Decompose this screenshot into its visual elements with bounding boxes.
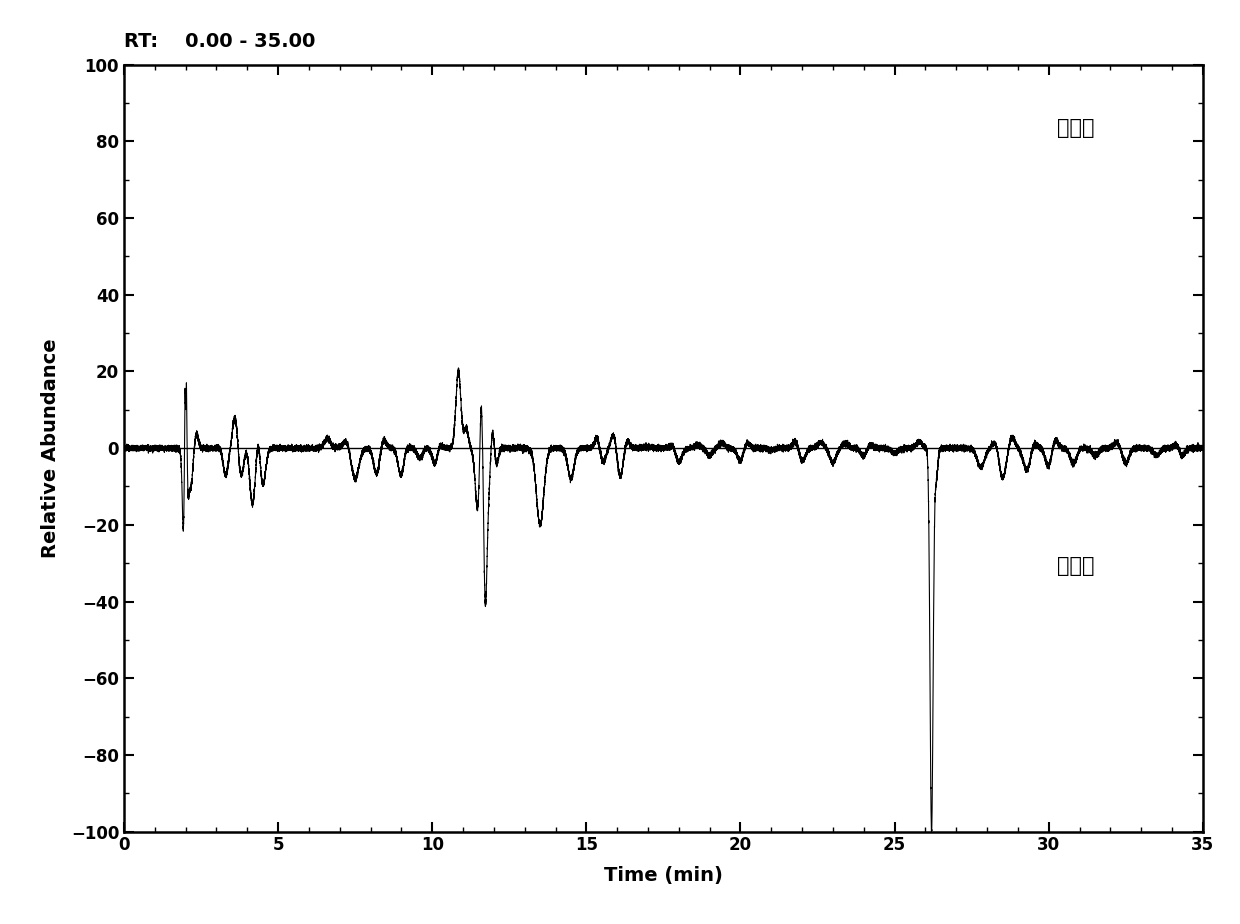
Text: 理枣仁: 理枣仁: [1058, 555, 1095, 576]
Y-axis label: Relative Abundance: Relative Abundance: [41, 338, 60, 558]
X-axis label: Time (min): Time (min): [604, 866, 723, 884]
Text: 酸枣仁: 酸枣仁: [1058, 118, 1095, 139]
Text: RT:    0.00 - 35.00: RT: 0.00 - 35.00: [124, 32, 315, 52]
